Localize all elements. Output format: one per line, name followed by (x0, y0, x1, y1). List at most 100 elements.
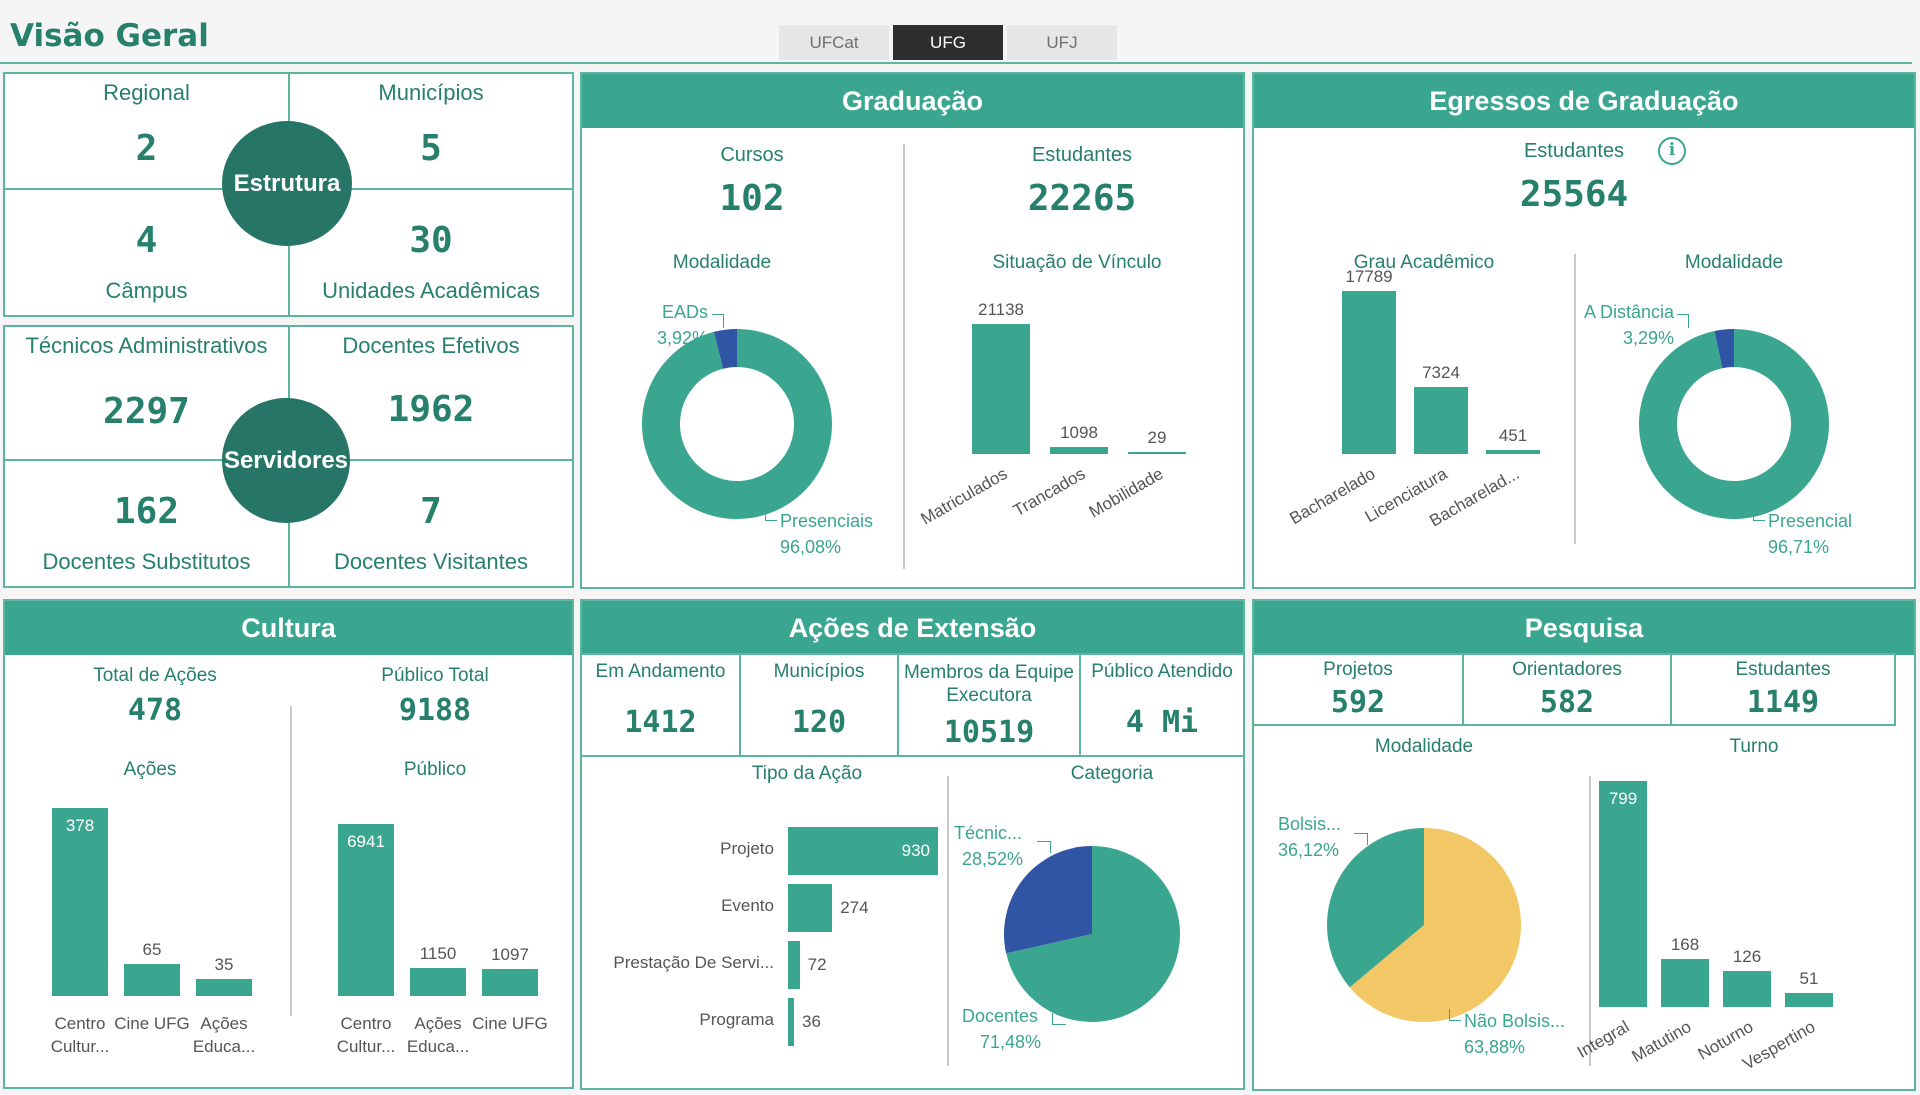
cursos-label: Cursos (720, 144, 784, 166)
grad-modalidade-title: Modalidade (672, 252, 772, 273)
tipo-bar[interactable] (788, 884, 833, 932)
bolsista-label: Bolsis... (1278, 814, 1342, 834)
publico-category-label: Ações Educa... (406, 1014, 470, 1056)
tipo-bar-chart: Projeto 930 Evento 274 Prestação De Servi...… (582, 821, 952, 1061)
cultura-divider (290, 706, 292, 1016)
dist-leader (1677, 314, 1689, 328)
publico-bar[interactable] (410, 967, 466, 996)
tipo-title: Tipo da Ação (751, 763, 863, 784)
presencial-slice (1639, 329, 1829, 519)
header-divider (0, 62, 1912, 64)
membros-value: 10519 (943, 715, 1035, 750)
acoes-value-label: 378 (65, 816, 95, 835)
vinculo-title: Situação de Vínculo (992, 252, 1162, 273)
nao-bolsista-leader (1449, 1009, 1461, 1021)
ead-leader (712, 314, 724, 328)
pres-leader (765, 509, 777, 521)
pesq-estudantes-value: 1149 (1746, 685, 1820, 720)
turno-title: Turno (1729, 736, 1779, 757)
campus-value: 4 (135, 220, 158, 261)
publico-bar[interactable] (338, 824, 394, 996)
publico-value-label: 6941 (347, 832, 385, 851)
tipo-bar[interactable] (788, 941, 800, 989)
turno-bar[interactable] (1785, 992, 1833, 1007)
doc-pct: 71,48% (980, 1032, 1042, 1052)
publico-bar[interactable] (482, 968, 538, 996)
categoria-title: Categoria (1070, 763, 1154, 784)
vinculo-bar[interactable] (1128, 452, 1186, 454)
vinculo-bar[interactable] (972, 324, 1030, 454)
egressos-panel: Egressos de Graduação Estudantes i 25564… (1252, 72, 1916, 589)
tec-pct: 28,52% (962, 849, 1024, 869)
grau-title: Grau Acadêmico (1353, 252, 1495, 273)
egr-estudantes-label: Estudantes (1523, 140, 1625, 162)
unidades-value: 30 (409, 220, 453, 261)
membros-label: Membros da Equipe Executora (903, 662, 1075, 706)
grad-estudantes-value: 22265 (1027, 178, 1137, 219)
tab-ufg[interactable]: UFG (893, 25, 1003, 60)
extensao-title: Ações de Extensão (582, 601, 1243, 655)
acoes-value-label: 65 (142, 939, 162, 959)
pesq-estudantes-card: Estudantes 1149 (1670, 653, 1896, 726)
publico-bar-chart: 6941 Centro Cultur... 1150 Ações Educa... 10… (317, 791, 557, 1081)
pesq-modalidade-title: Modalidade (1374, 736, 1474, 757)
acoes-category-label: Ações Educa... (192, 1014, 256, 1056)
ext-municipios-card: Municípios 120 (739, 653, 899, 757)
grau-bar[interactable] (1414, 386, 1468, 454)
regional-label: Regional (103, 80, 190, 105)
doc-leader (1052, 1013, 1066, 1025)
substitutos-value: 162 (113, 491, 180, 532)
tipo-bar[interactable] (788, 827, 938, 875)
projetos-label: Projetos (1323, 659, 1393, 680)
servidores-circle: Servidores (222, 398, 350, 523)
vinculo-value-label: 1098 (1060, 423, 1098, 443)
grau-value-label: 17789 (1345, 267, 1393, 286)
doc-label: Docentes (962, 1006, 1039, 1026)
egr-pres-label: Presencial (1768, 511, 1853, 531)
acoes-value-label: 35 (214, 954, 234, 974)
tipo-value-label: 36 (802, 1012, 821, 1031)
eads-slice (713, 329, 737, 369)
acoes-bar[interactable] (124, 963, 180, 996)
total-acoes-label: Total de Ações (93, 665, 217, 686)
turno-bar[interactable] (1599, 781, 1647, 1007)
vinculo-bar-chart: 21138 Matriculados 1098 Trancados 29 Mobilida… (918, 274, 1212, 574)
tec-label: Técnic... (954, 823, 1023, 843)
publico-value-label: 1150 (419, 943, 457, 963)
tab-ufcat[interactable]: UFCat (779, 25, 889, 60)
nao-bolsista-pct: 63,88% (1464, 1037, 1526, 1057)
tipo-value-label: 72 (807, 955, 827, 974)
vinculo-bar[interactable] (1050, 447, 1108, 454)
turno-bar[interactable] (1661, 959, 1709, 1007)
pesq-modalidade-pie (1327, 828, 1521, 1022)
egr-modalidade-title: Modalidade (1684, 252, 1784, 273)
bolsista-pct: 36,12% (1278, 840, 1340, 860)
info-icon[interactable]: i (1658, 137, 1686, 165)
tipo-bar[interactable] (788, 998, 794, 1046)
tab-ufj[interactable]: UFJ (1007, 25, 1117, 60)
egressos-title: Egressos de Graduação (1254, 74, 1914, 128)
ext-municipios-value: 120 (791, 705, 847, 740)
bolsista-slice (1327, 828, 1424, 988)
pesquisa-divider (1589, 776, 1591, 1066)
distancia-slice (1714, 329, 1734, 369)
tipo-category-label: Prestação De Servi... (613, 953, 774, 972)
extensao-divider (947, 776, 949, 1066)
publico-category-label: Centro Cultur... (336, 1014, 396, 1056)
turno-bar[interactable] (1723, 971, 1771, 1007)
publico-atendido-value: 4 Mi (1125, 705, 1199, 740)
efetivos-label: Docentes Efetivos (342, 333, 520, 358)
grau-bar[interactable] (1342, 291, 1396, 454)
acoes-bar[interactable] (52, 808, 108, 996)
substitutos-label: Docentes Substitutos (42, 549, 251, 574)
grau-bar[interactable] (1486, 449, 1540, 454)
regional-value: 2 (135, 128, 158, 169)
turno-bar-chart: 799 Integral 168 Matutino 126 Noturno 51 Vesper… (1574, 771, 1909, 1081)
egr-pres-leader (1753, 509, 1765, 521)
orientadores-value: 582 (1539, 685, 1595, 720)
acoes-bar[interactable] (196, 978, 252, 996)
tipo-value-label: 274 (840, 898, 869, 917)
grau-value-label: 451 (1498, 425, 1528, 445)
top-bar: Visão Geral UFCat UFG UFJ (0, 0, 1920, 64)
nao-bolsista-slice (1349, 828, 1521, 1022)
